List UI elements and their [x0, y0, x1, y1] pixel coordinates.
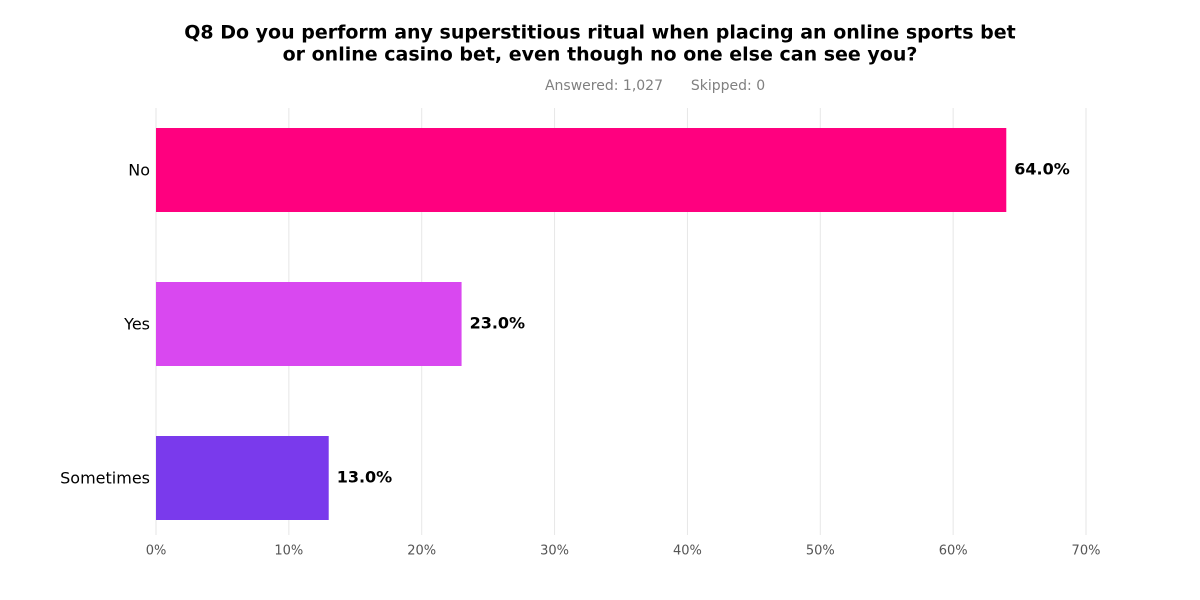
- y-tick-label: Sometimes: [60, 469, 150, 488]
- y-tick-label: Yes: [123, 315, 150, 334]
- value-label: 13.0%: [337, 468, 393, 487]
- answered-count: Answered: 1,027: [545, 78, 663, 94]
- y-tick-label: No: [128, 161, 150, 180]
- x-tick-label: 70%: [1072, 544, 1101, 559]
- x-tick-label: 10%: [274, 544, 303, 559]
- x-tick-label: 30%: [540, 544, 569, 559]
- x-tick-label: 20%: [407, 544, 436, 559]
- bar: [156, 128, 1007, 212]
- bar: [156, 436, 329, 520]
- skipped-count: Skipped: 0: [691, 78, 765, 94]
- x-tick-label: 40%: [673, 544, 702, 559]
- chart-title: Q8 Do you perform any superstitious ritu…: [184, 22, 1016, 44]
- bar: [156, 282, 462, 366]
- x-tick-label: 50%: [806, 544, 835, 559]
- chart-title: or online casino bet, even though no one…: [283, 44, 918, 66]
- x-tick-label: 60%: [939, 544, 968, 559]
- value-label: 64.0%: [1014, 160, 1070, 179]
- x-tick-label: 0%: [146, 544, 167, 559]
- value-label: 23.0%: [470, 314, 526, 333]
